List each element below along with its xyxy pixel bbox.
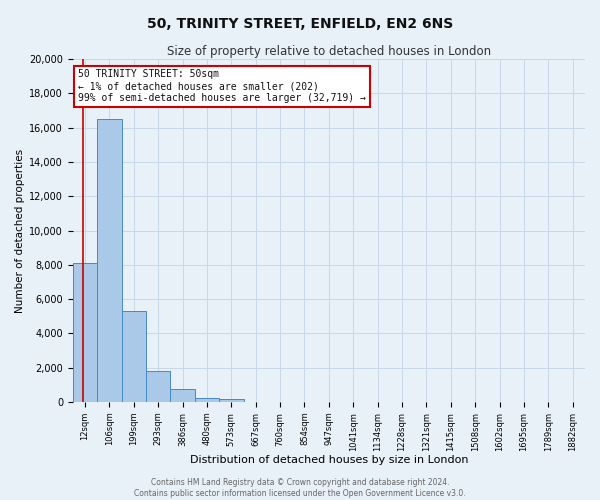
Bar — [97, 119, 122, 402]
Text: 50 TRINITY STREET: 50sqm
← 1% of detached houses are smaller (202)
99% of semi-d: 50 TRINITY STREET: 50sqm ← 1% of detache… — [78, 70, 366, 102]
Bar — [195, 398, 219, 402]
Bar — [122, 311, 146, 402]
Y-axis label: Number of detached properties: Number of detached properties — [15, 148, 25, 312]
Bar — [146, 371, 170, 402]
Bar — [170, 389, 195, 402]
Text: Contains HM Land Registry data © Crown copyright and database right 2024.
Contai: Contains HM Land Registry data © Crown c… — [134, 478, 466, 498]
Text: 50, TRINITY STREET, ENFIELD, EN2 6NS: 50, TRINITY STREET, ENFIELD, EN2 6NS — [147, 18, 453, 32]
Bar — [219, 398, 244, 402]
X-axis label: Distribution of detached houses by size in London: Distribution of detached houses by size … — [190, 455, 468, 465]
Title: Size of property relative to detached houses in London: Size of property relative to detached ho… — [167, 45, 491, 58]
Bar — [73, 263, 97, 402]
